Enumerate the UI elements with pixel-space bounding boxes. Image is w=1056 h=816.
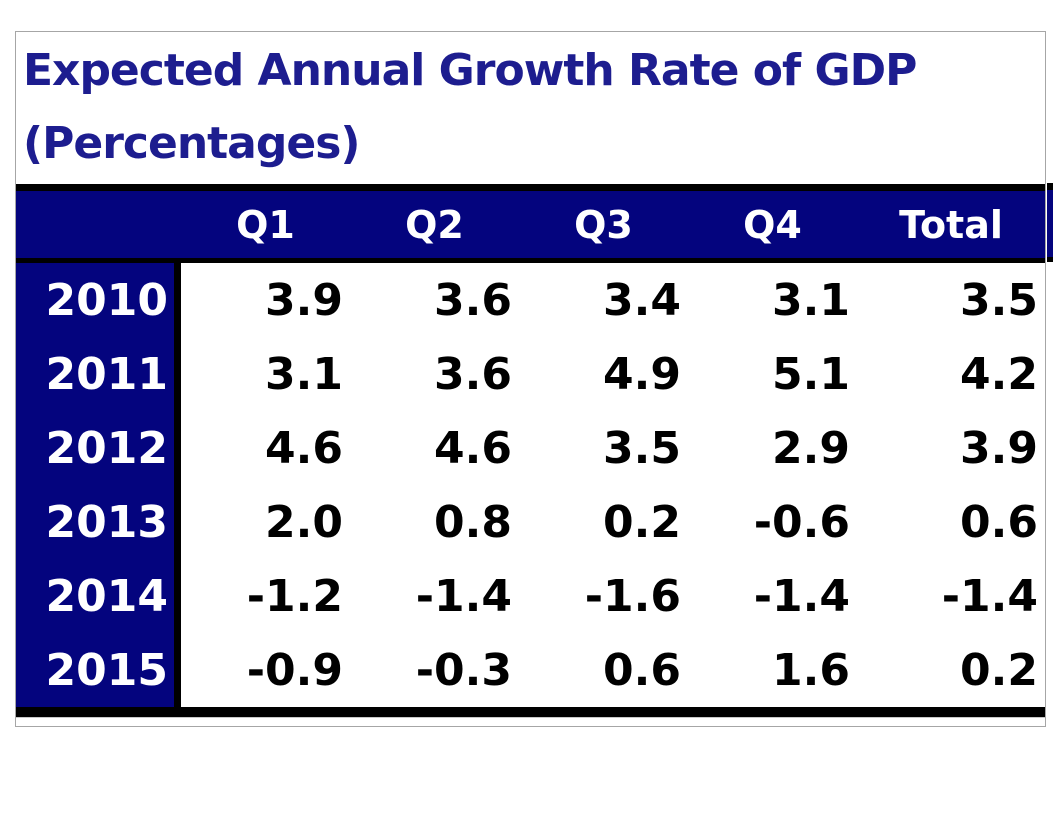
cell-2014-q2: -1.4 [350, 559, 519, 633]
row-header-year: 2012 [16, 411, 174, 485]
row-header-year: 2014 [16, 559, 174, 633]
cell-2014-total: -1.4 [857, 559, 1045, 633]
cell-2011-q2: 3.6 [350, 337, 519, 411]
cell-2013-q1: 2.0 [181, 485, 350, 559]
year-column-divider [174, 485, 181, 559]
cell-2014-q1: -1.2 [181, 559, 350, 633]
cell-2015-q1: -0.9 [181, 633, 350, 707]
table-row-2015: 2015 -0.9 -0.3 0.6 1.6 0.2 [16, 633, 1045, 707]
cell-2012-q1: 4.6 [181, 411, 350, 485]
row-header-year: 2010 [16, 263, 174, 337]
table-tail-strip [16, 717, 1045, 726]
table-header-row: Q1 Q2 Q3 Q4 Total [16, 191, 1045, 258]
header-q3: Q3 [574, 202, 633, 247]
cell-2012-q4: 2.9 [688, 411, 857, 485]
cell-2011-total: 4.2 [857, 337, 1045, 411]
header-q4: Q4 [743, 202, 802, 247]
table-row-2013: 2013 2.0 0.8 0.2 -0.6 0.6 [16, 485, 1045, 559]
table-title-line1: Expected Annual Growth Rate of GDP [23, 45, 917, 96]
cell-2010-q3: 3.4 [519, 263, 688, 337]
cell-2012-q3: 3.5 [519, 411, 688, 485]
table-row-2011: 2011 3.1 3.6 4.9 5.1 4.2 [16, 337, 1045, 411]
cell-2015-q3: 0.6 [519, 633, 688, 707]
cell-2013-q3: 0.2 [519, 485, 688, 559]
title-separator-rule [16, 184, 1045, 191]
cell-2011-q3: 4.9 [519, 337, 688, 411]
clipped-next-column-sliver [1047, 183, 1053, 262]
cell-2010-q1: 3.9 [181, 263, 350, 337]
year-column-divider [174, 633, 181, 707]
year-column-divider [174, 559, 181, 633]
table-title: Expected Annual Growth Rate of GDP (Perc… [16, 32, 1045, 184]
row-header-year: 2015 [16, 633, 174, 707]
row-header-year: 2013 [16, 485, 174, 559]
cell-2012-total: 3.9 [857, 411, 1045, 485]
table-row-2010: 2010 3.9 3.6 3.4 3.1 3.5 [16, 263, 1045, 337]
year-column-divider [174, 263, 181, 337]
table-row-2014: 2014 -1.2 -1.4 -1.6 -1.4 -1.4 [16, 559, 1045, 633]
year-column-divider [174, 337, 181, 411]
cell-2014-q4: -1.4 [688, 559, 857, 633]
cell-2013-total: 0.6 [857, 485, 1045, 559]
table-row-2012: 2012 4.6 4.6 3.5 2.9 3.9 [16, 411, 1045, 485]
cell-2010-q4: 3.1 [688, 263, 857, 337]
table-bottom-rule [16, 707, 1045, 717]
header-q2: Q2 [405, 202, 464, 247]
cell-2010-q2: 3.6 [350, 263, 519, 337]
cell-2013-q2: 0.8 [350, 485, 519, 559]
cell-2013-q4: -0.6 [688, 485, 857, 559]
cell-2014-q3: -1.6 [519, 559, 688, 633]
cell-2011-q1: 3.1 [181, 337, 350, 411]
row-header-year: 2011 [16, 337, 174, 411]
cell-2015-q2: -0.3 [350, 633, 519, 707]
table-title-line2: (Percentages) [23, 118, 361, 169]
cell-2011-q4: 5.1 [688, 337, 857, 411]
year-column-divider [174, 411, 181, 485]
cell-2015-total: 0.2 [857, 633, 1045, 707]
header-q1: Q1 [236, 202, 295, 247]
cell-2012-q2: 4.6 [350, 411, 519, 485]
table-container: Expected Annual Growth Rate of GDP (Perc… [15, 31, 1046, 727]
cell-2015-q4: 1.6 [688, 633, 857, 707]
cell-2010-total: 3.5 [857, 263, 1045, 337]
header-total: Total [899, 202, 1003, 247]
header-bottom-rule [16, 258, 1045, 263]
